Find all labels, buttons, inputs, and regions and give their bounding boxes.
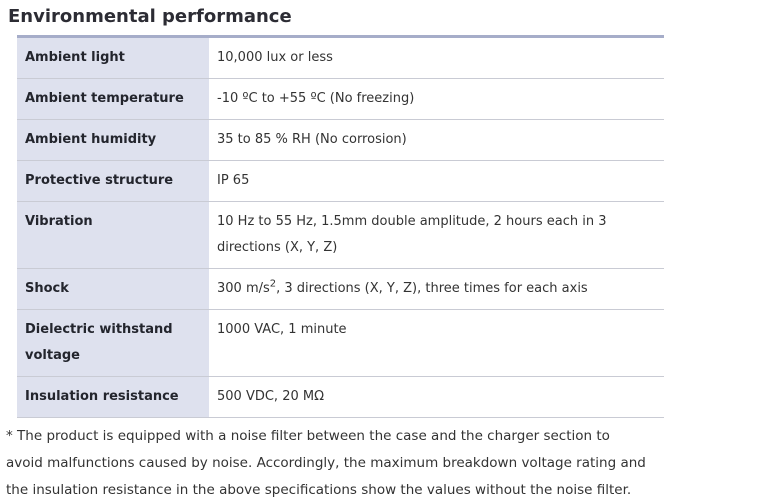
- footnote-line: the insulation resistance in the above s…: [6, 482, 632, 498]
- spec-table-body: Ambient light 10,000 lux or less Ambient t…: [17, 36, 664, 418]
- row-label: Shock: [17, 268, 209, 310]
- table-row: Protective structure IP 65: [17, 160, 664, 202]
- row-value: 500 VDC, 20 MΩ: [209, 376, 664, 418]
- table-row: Dielectric withstand voltage 1000 VAC, 1 …: [17, 309, 664, 377]
- row-value: 300 m/s2, 3 directions (X, Y, Z), three …: [209, 268, 664, 310]
- row-value: 1000 VAC, 1 minute: [209, 309, 664, 377]
- table-row: Ambient temperature -10 ºC to +55 ºC (No …: [17, 78, 664, 120]
- row-label: Protective structure: [17, 160, 209, 202]
- value-text: 10 Hz to 55 Hz, 1.5mm double amplitude, …: [217, 214, 607, 255]
- row-label: Vibration: [17, 201, 209, 269]
- row-label: Ambient light: [17, 36, 209, 79]
- table-row: Vibration 10 Hz to 55 Hz, 1.5mm double am…: [17, 201, 664, 269]
- environmental-spec-table: Ambient light 10,000 lux or less Ambient t…: [17, 35, 664, 418]
- value-text: 1000 VAC, 1 minute: [217, 322, 347, 337]
- row-label: Ambient humidity: [17, 119, 209, 161]
- row-value: 10 Hz to 55 Hz, 1.5mm double amplitude, …: [209, 201, 664, 269]
- noise-filter-footnote: * The product is equipped with a noise f…: [6, 423, 765, 500]
- superscript: 2: [269, 278, 277, 290]
- row-value: -10 ºC to +55 ºC (No freezing): [209, 78, 664, 120]
- value-text: 300 m/s: [217, 281, 270, 296]
- row-value: 35 to 85 % RH (No corrosion): [209, 119, 664, 161]
- value-text: 500 VDC, 20 MΩ: [217, 389, 325, 404]
- table-row: Shock 300 m/s2, 3 directions (X, Y, Z), t…: [17, 268, 664, 310]
- value-text: 10,000 lux or less: [217, 50, 333, 65]
- table-row: Ambient humidity 35 to 85 % RH (No corros…: [17, 119, 664, 161]
- footnote-line: * The product is equipped with a noise f…: [6, 428, 610, 444]
- value-text: , 3 directions (X, Y, Z), three times fo…: [276, 281, 588, 296]
- row-value: IP 65: [209, 160, 664, 202]
- footnote-line: avoid malfunctions caused by noise. Acco…: [6, 455, 646, 471]
- value-text: -10 ºC to +55 ºC (No freezing): [217, 91, 415, 106]
- value-text: 35 to 85 % RH (No corrosion): [217, 132, 407, 147]
- row-label: Dielectric withstand voltage: [17, 309, 209, 377]
- row-label: Insulation resistance: [17, 376, 209, 418]
- row-label: Ambient temperature: [17, 78, 209, 120]
- table-row: Ambient light 10,000 lux or less: [17, 36, 664, 79]
- row-value: 10,000 lux or less: [209, 36, 664, 79]
- page-title: Environmental performance: [8, 6, 292, 27]
- value-text: IP 65: [217, 173, 250, 188]
- table-row: Insulation resistance 500 VDC, 20 MΩ: [17, 376, 664, 418]
